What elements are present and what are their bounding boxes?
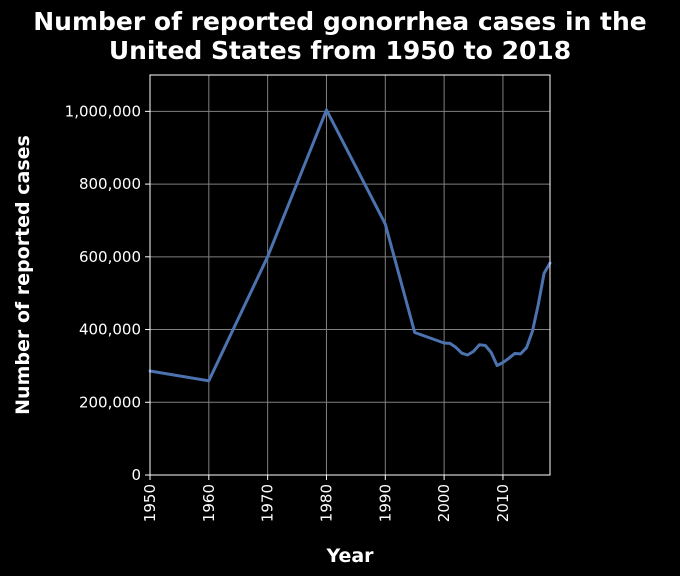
y-axis-label: Number of reported cases (12, 135, 34, 415)
y-tick-label: 0 (131, 466, 141, 484)
chart-title-line-2: United States from 1950 to 2018 (109, 36, 571, 65)
x-tick-label: 2000 (435, 484, 453, 522)
x-tick-label: 1990 (376, 484, 394, 522)
x-tick-label: 1960 (200, 484, 218, 522)
y-tick-label: 200,000 (79, 393, 141, 411)
y-tick-label: 400,000 (79, 321, 141, 339)
x-tick-label: 1980 (317, 484, 335, 522)
y-tick-label: 1,000,000 (65, 102, 141, 120)
y-tick-label: 800,000 (79, 175, 141, 193)
series-line (148, 108, 552, 383)
x-tick-label: 1970 (259, 484, 277, 522)
y-tick-label: 600,000 (79, 248, 141, 266)
chart-title-line-1: Number of reported gonorrhea cases in th… (33, 7, 647, 36)
x-tick-label: 2010 (494, 484, 512, 522)
axis-ticks: 1950 1960 1970 1980 1990 2000 2010 0 200,000 400,… (65, 102, 512, 522)
series-layer (148, 108, 552, 383)
x-tick-label: 1950 (141, 484, 159, 522)
plot-frame (149, 74, 551, 476)
grid-lines (149, 75, 550, 476)
x-axis-label: Year (325, 545, 374, 567)
